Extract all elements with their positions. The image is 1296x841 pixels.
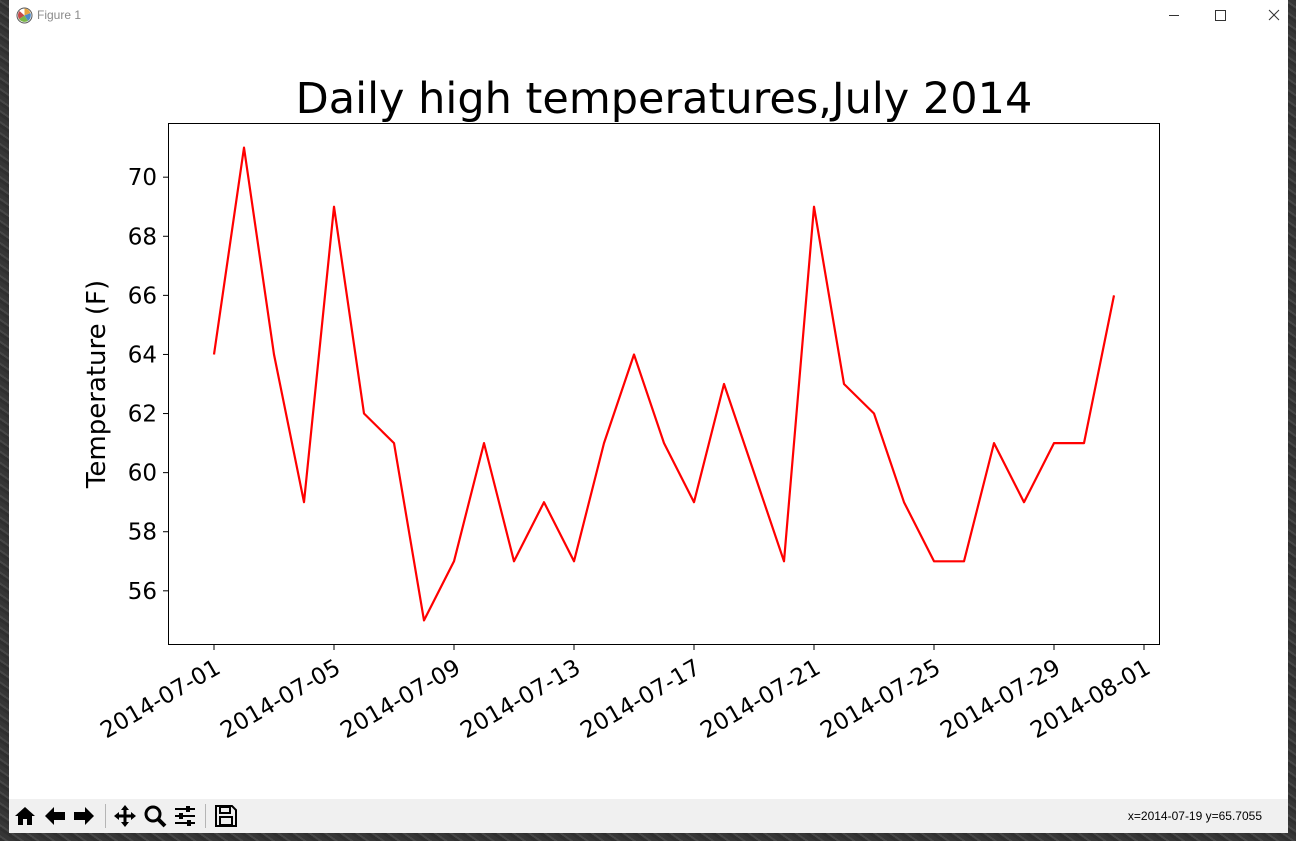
arrow-left-icon bbox=[45, 807, 65, 825]
minimize-icon bbox=[1169, 15, 1179, 16]
sliders-icon bbox=[175, 806, 195, 826]
floppy-disk-icon bbox=[215, 805, 237, 827]
back-button[interactable] bbox=[42, 803, 68, 829]
x-tick-label: 2014-07-17 bbox=[576, 655, 705, 744]
figure-window: Figure 1 Daily high temperatures,July 20… bbox=[9, 0, 1288, 833]
y-tick-label: 60 bbox=[128, 461, 157, 487]
title-bar: Figure 1 bbox=[9, 0, 1288, 31]
y-tick-label: 66 bbox=[128, 283, 157, 309]
x-tick-label: 2014-07-21 bbox=[696, 655, 825, 744]
forward-button[interactable] bbox=[71, 803, 97, 829]
pan-button[interactable] bbox=[112, 803, 138, 829]
configure-subplots-button[interactable] bbox=[172, 803, 198, 829]
close-icon bbox=[1268, 9, 1280, 21]
y-tick-label: 70 bbox=[128, 165, 157, 191]
save-button[interactable] bbox=[213, 803, 239, 829]
y-tick-label: 56 bbox=[128, 579, 157, 605]
matplotlib-icon bbox=[16, 7, 33, 24]
x-tick-label: 2014-07-13 bbox=[456, 655, 585, 744]
maximize-icon bbox=[1215, 10, 1226, 21]
toolbar-separator bbox=[105, 804, 106, 828]
coordinate-readout: x=2014-07-19 y=65.7055 bbox=[1127, 809, 1262, 823]
move-icon bbox=[114, 805, 136, 827]
y-tick-label: 62 bbox=[128, 402, 157, 428]
zoom-button[interactable] bbox=[142, 803, 168, 829]
window-title: Figure 1 bbox=[37, 8, 82, 22]
home-button[interactable] bbox=[12, 803, 38, 829]
x-tick-label: 2014-07-09 bbox=[336, 655, 465, 744]
magnifier-icon bbox=[144, 805, 167, 828]
chart-title: Daily high temperatures,July 2014 bbox=[296, 74, 1033, 124]
x-tick-label: 2014-07-01 bbox=[96, 655, 225, 744]
plot-area bbox=[212, 146, 1116, 622]
arrow-right-icon bbox=[74, 807, 94, 825]
navigation-toolbar: x=2014-07-19 y=65.7055 bbox=[9, 799, 1288, 833]
x-tick-label: 2014-07-05 bbox=[216, 655, 345, 744]
figure-canvas: Daily high temperatures,July 2014 Temper… bbox=[82, 74, 1160, 744]
home-icon bbox=[15, 807, 35, 825]
close-button[interactable] bbox=[1242, 0, 1288, 31]
toolbar-separator bbox=[205, 804, 206, 828]
maximize-button[interactable] bbox=[1197, 0, 1243, 31]
y-tick-label: 68 bbox=[128, 224, 157, 250]
temperature-series-line bbox=[212, 146, 1116, 622]
y-tick-label: 58 bbox=[128, 520, 157, 546]
x-tick-label: 2014-07-25 bbox=[816, 655, 945, 744]
axes-frame bbox=[168, 123, 1160, 645]
y-axis-label: Temperature (F) bbox=[82, 280, 112, 489]
axis-ticks: 56586062646668702014-07-012014-07-052014… bbox=[96, 165, 1155, 744]
y-tick-label: 64 bbox=[128, 342, 157, 368]
minimize-button[interactable] bbox=[1151, 0, 1197, 31]
